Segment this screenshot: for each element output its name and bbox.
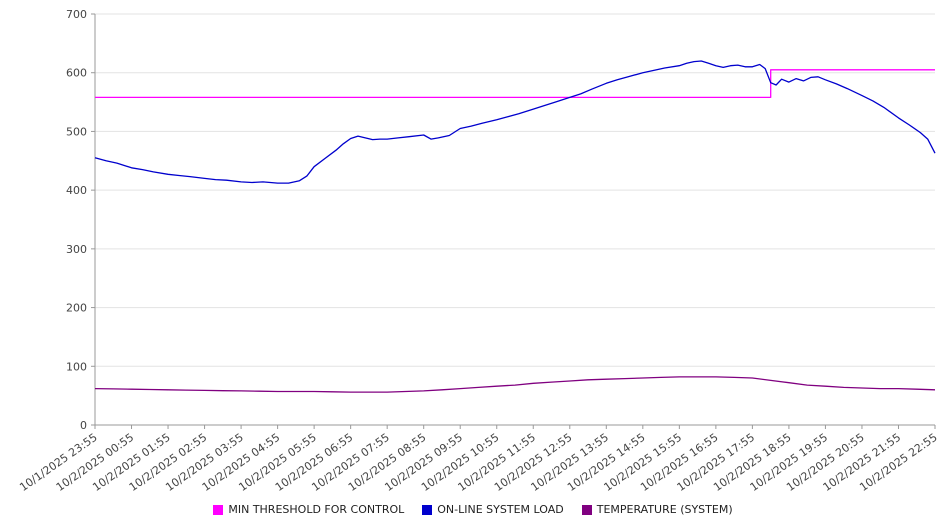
legend-label-temperature: TEMPERATURE (SYSTEM) (596, 503, 733, 516)
series-line-0 (95, 69, 935, 99)
legend-item-system-load: ON-LINE SYSTEM LOAD (422, 503, 564, 516)
y-tick-label: 600 (66, 67, 87, 80)
y-tick-label: 500 (66, 125, 87, 138)
series-line-2 (94, 376, 936, 393)
legend-swatch-system-load (422, 504, 433, 515)
y-tick-label: 300 (66, 243, 87, 256)
legend-item-temperature: TEMPERATURE (SYSTEM) (581, 503, 733, 516)
legend-label-min-threshold: MIN THRESHOLD FOR CONTROL (228, 503, 405, 516)
legend-swatch-min-threshold (213, 504, 224, 515)
legend-label-system-load: ON-LINE SYSTEM LOAD (437, 503, 564, 516)
y-tick-label: 200 (66, 302, 87, 315)
y-tick-label: 700 (66, 8, 87, 21)
y-tick-label: 400 (66, 184, 87, 197)
series-line-1 (94, 60, 936, 184)
y-tick-label: 0 (80, 419, 87, 432)
legend-item-min-threshold: MIN THRESHOLD FOR CONTROL (213, 503, 404, 516)
y-tick-label: 100 (66, 360, 87, 373)
chart-legend: MIN THRESHOLD FOR CONTROL ON-LINE SYSTEM… (0, 503, 946, 516)
legend-swatch-temperature (581, 504, 592, 515)
